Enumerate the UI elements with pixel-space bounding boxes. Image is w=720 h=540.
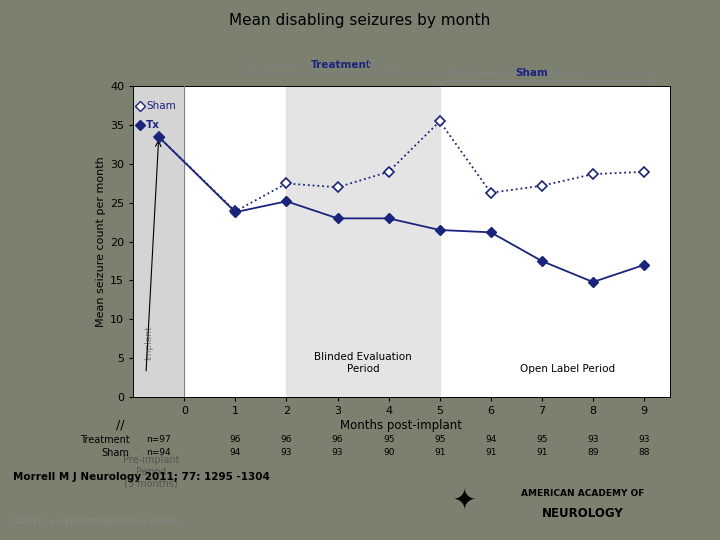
- Text: 95: 95: [434, 435, 446, 444]
- Text: 96: 96: [281, 435, 292, 444]
- Text: Implant: Implant: [144, 325, 153, 360]
- Text: Group: Group: [364, 60, 399, 70]
- Text: n=97: n=97: [146, 435, 171, 444]
- Text: 95: 95: [383, 435, 395, 444]
- Text: 93: 93: [332, 448, 343, 457]
- Text: Sham: Sham: [516, 68, 548, 78]
- Text: 94: 94: [485, 435, 497, 444]
- Text: n=94: n=94: [146, 448, 171, 457]
- Text: 93: 93: [281, 448, 292, 457]
- Text: Morrell M J Neurology 2011; 77: 1295 -1304: Morrell M J Neurology 2011; 77: 1295 -13…: [13, 472, 270, 483]
- Text: 90: 90: [383, 448, 395, 457]
- Text: 88: 88: [639, 448, 650, 457]
- X-axis label: Months post-implant: Months post-implant: [341, 418, 462, 431]
- Text: 93: 93: [588, 435, 599, 444]
- Text: Open Label Period: Open Label Period: [520, 363, 615, 374]
- Text: Treatment: Treatment: [80, 435, 130, 445]
- Text: Stimulation on in: Stimulation on in: [243, 60, 335, 70]
- Text: Sham: Sham: [146, 101, 176, 111]
- Text: 91: 91: [434, 448, 446, 457]
- Text: Group: Group: [543, 68, 577, 78]
- Text: Treatment: Treatment: [311, 60, 372, 70]
- Text: 91: 91: [536, 448, 548, 457]
- Text: ✦: ✦: [453, 487, 477, 515]
- Bar: [133, 86, 184, 397]
- Text: 89: 89: [588, 448, 599, 457]
- Text: AMERICAN ACADEMY OF: AMERICAN ACADEMY OF: [521, 489, 644, 498]
- Text: Stimulation on in: Stimulation on in: [447, 68, 539, 78]
- Text: //: //: [115, 418, 124, 431]
- Text: Tx: Tx: [146, 120, 160, 130]
- Text: ©2011 by Lippincott Williams & Wilkins: ©2011 by Lippincott Williams & Wilkins: [13, 517, 179, 526]
- Text: 91: 91: [485, 448, 497, 457]
- Text: 94: 94: [230, 448, 241, 457]
- Text: Mean disabling seizures by month: Mean disabling seizures by month: [230, 14, 490, 29]
- Text: 93: 93: [639, 435, 650, 444]
- Y-axis label: Mean seizure count per month: Mean seizure count per month: [96, 156, 106, 327]
- Text: 96: 96: [332, 435, 343, 444]
- Text: Pre-implant
Period
(3 months): Pre-implant Period (3 months): [123, 455, 179, 488]
- Text: Blinded Evaluation
Period: Blinded Evaluation Period: [314, 352, 412, 374]
- Text: 95: 95: [536, 435, 548, 444]
- Text: Sham: Sham: [102, 448, 130, 458]
- Text: NEUROLOGY: NEUROLOGY: [541, 507, 624, 520]
- Text: 96: 96: [230, 435, 241, 444]
- Bar: [287, 86, 440, 397]
